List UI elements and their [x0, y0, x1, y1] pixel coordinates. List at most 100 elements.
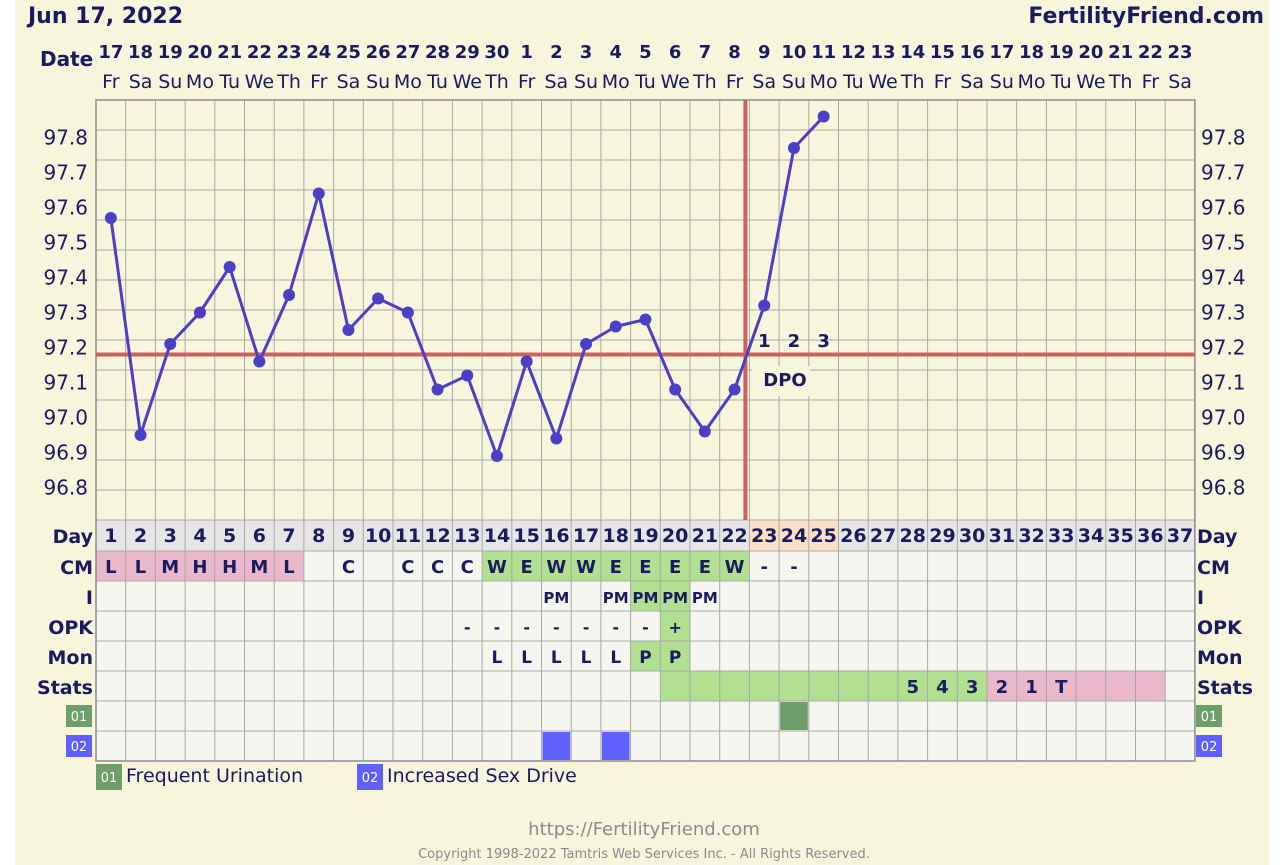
stats-cell-fertile — [690, 671, 720, 701]
days-cell: 14 — [484, 525, 510, 547]
cm-cell: W — [546, 557, 566, 578]
row-label-right: Day — [1197, 526, 1238, 548]
days-cell: 3 — [164, 525, 177, 547]
mon-cell-peak — [660, 641, 690, 671]
cm-cell-infertile — [214, 551, 245, 581]
cm-cell-fertile — [660, 551, 690, 581]
row-label-right: CM — [1197, 557, 1230, 579]
symptom-02-box — [542, 732, 571, 760]
opk-cell: - — [523, 618, 530, 637]
weekday-label: Fr — [518, 71, 536, 93]
weekday-label: Sa — [129, 71, 153, 93]
legend-02-swatch — [357, 764, 383, 790]
cm-cell: W — [576, 557, 596, 578]
cm-cell: W — [725, 557, 745, 578]
legend-01-code: 01 — [101, 771, 118, 786]
day-cell-dpo — [779, 520, 809, 551]
legend-01-swatch — [96, 764, 122, 790]
cm-cell: C — [401, 557, 414, 578]
days-cell: 5 — [223, 525, 236, 547]
date-number: 21 — [1108, 42, 1133, 63]
weekday-label: Mo — [394, 71, 422, 93]
weekday-label: We — [453, 71, 482, 93]
temperature-point — [817, 110, 830, 123]
date-number: 17 — [98, 42, 123, 63]
chart-date: Jun 17, 2022 — [26, 4, 183, 29]
cm-cell-infertile — [244, 551, 275, 581]
mon-cell: L — [521, 648, 532, 668]
days-cell: 7 — [282, 525, 295, 547]
symptom-row-code-right: 02 — [1201, 740, 1218, 755]
symptom-row-swatch-right — [1196, 705, 1222, 727]
temperature-point — [580, 338, 593, 350]
symptom-row-code-left: 02 — [71, 740, 88, 755]
date-number: 2 — [550, 42, 563, 63]
days-cell: 9 — [342, 525, 355, 547]
cm-cell: L — [283, 557, 294, 578]
y-tick-right: 97.5 — [1201, 231, 1246, 255]
y-tick-right: 97.1 — [1201, 371, 1246, 395]
date-number: 23 — [277, 42, 302, 63]
weekday-label: Th — [484, 71, 509, 93]
date-number: 19 — [158, 42, 183, 63]
days-cell: 26 — [840, 525, 866, 547]
y-tick-left: 97.5 — [43, 231, 88, 255]
i-cell-fertile — [630, 581, 661, 611]
y-tick-left: 97.2 — [43, 336, 88, 360]
days-cell: 16 — [543, 525, 569, 547]
cm-cell: M — [161, 557, 179, 578]
site-name[interactable]: FertilityFriend.com — [1028, 4, 1264, 29]
footer-url[interactable]: https://FertilityFriend.com — [528, 819, 760, 840]
row-label-left: Stats — [37, 677, 93, 699]
row-label-left: OPK — [48, 617, 94, 639]
weekday-label: Th — [900, 71, 925, 93]
date-number: 27 — [395, 42, 420, 63]
legend: 01 Frequent Urination 02 Increased Sex D… — [96, 764, 577, 790]
i-cell: PM — [692, 589, 718, 607]
days-cell: 2 — [134, 525, 147, 547]
weekday-label: Fr — [934, 71, 952, 93]
date-number: 9 — [758, 42, 771, 63]
cm-cell: C — [431, 557, 444, 578]
temperature-point — [490, 450, 503, 462]
y-tick-right: 97.7 — [1201, 161, 1246, 185]
row-label-left: Mon — [48, 647, 94, 669]
date-number: 10 — [781, 42, 806, 63]
date-number: 6 — [669, 42, 682, 63]
opk-cell: - — [553, 618, 560, 637]
mon-cell: L — [610, 648, 621, 668]
cm-cell-infertile — [185, 551, 215, 581]
days-cell: 4 — [193, 525, 206, 547]
weekday-label: Sa — [337, 71, 361, 93]
weekday-label: Fr — [310, 71, 328, 93]
date-row-label: Date — [40, 47, 93, 71]
weekday-label: Mo — [810, 71, 838, 93]
i-cell: PM — [603, 589, 629, 607]
i-cell-fertile — [660, 581, 690, 611]
temperature-point — [639, 313, 652, 326]
days-cell: 12 — [424, 525, 450, 547]
symptom-row-swatch-left — [66, 735, 92, 757]
dpo-number: 1 — [758, 331, 771, 352]
stats-cell-fertile — [779, 671, 809, 701]
weekday-label: Sa — [544, 71, 568, 93]
mon-cell: P — [669, 648, 681, 668]
symptom-row-code-left: 01 — [71, 710, 88, 725]
y-tick-right: 97.8 — [1201, 126, 1246, 150]
day-cell-dpo — [749, 520, 780, 551]
temperature-point — [104, 212, 117, 224]
y-tick-left: 96.9 — [43, 441, 88, 465]
date-number: 15 — [930, 42, 955, 63]
cm-cell: M — [250, 557, 268, 578]
temperature-point — [134, 429, 147, 441]
weekday-label: Tu — [218, 71, 240, 93]
cm-cell: L — [135, 557, 146, 578]
days-cell: 25 — [810, 525, 836, 547]
day-cell-dpo — [808, 520, 839, 551]
days-cell: 6 — [253, 525, 266, 547]
cm-cell-fertile — [719, 551, 750, 581]
i-cell: PM — [632, 589, 658, 607]
row-label-right: Mon — [1197, 647, 1243, 669]
weekday-label: Tu — [1050, 71, 1072, 93]
days-cell: 28 — [900, 525, 926, 547]
